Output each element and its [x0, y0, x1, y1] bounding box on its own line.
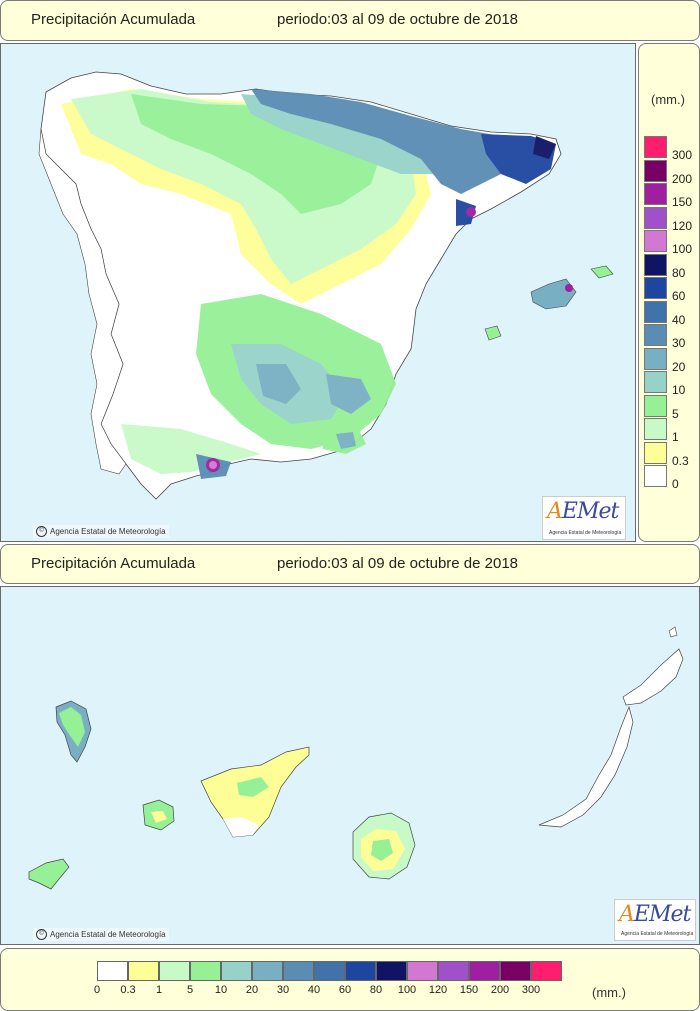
h-legend-swatch	[407, 961, 438, 981]
legend-swatch	[644, 206, 667, 229]
legend-swatch	[644, 324, 667, 346]
logo-wordmark-2: AEMet	[619, 902, 691, 927]
h-legend-label: 0.3	[120, 984, 136, 996]
h-legend-label: 0	[93, 984, 101, 996]
aemet-logo-bottom: AEMet Agencia Estatal de Meteorología	[614, 899, 696, 941]
legend-label: 150	[672, 195, 693, 209]
h-legend-label: 10	[214, 984, 228, 996]
map-title: Precipitación Acumulada	[31, 11, 196, 28]
logo-wordmark: AEMet	[547, 499, 619, 524]
legend-swatch	[644, 253, 667, 276]
h-legend-swatch	[469, 961, 500, 981]
legend-label: 40	[672, 312, 686, 327]
period-label-2: periodo:03 al 09 de octubre de 2018	[277, 555, 519, 572]
horizontal-legend-unit: (mm.)	[592, 985, 626, 1000]
h-legend-swatch	[376, 961, 407, 981]
legend-swatch	[644, 394, 667, 417]
legend-label: 300	[672, 148, 693, 162]
h-legend-label: 5	[186, 984, 194, 996]
h-legend-swatch	[531, 961, 562, 981]
mid-header: Precipitación Acumulada periodo:03 al 09…	[0, 544, 700, 584]
h-legend-label: 300	[521, 984, 541, 996]
canary-precip-svg	[28, 626, 684, 890]
top-header: Precipitación Acumulada periodo:03 al 09…	[0, 0, 700, 41]
copyright-bottom: © Agencia Estatal de Meteorología	[33, 928, 169, 941]
h-legend-label: 200	[490, 984, 510, 996]
h-legend-label: 20	[245, 984, 259, 996]
vertical-legend: (mm.) 0 0.3 1 5 10 20 30 40 60 80 100 120 150 200 300	[638, 43, 700, 542]
map-title-2: Precipitación Acumulada	[31, 555, 196, 572]
precip-fields	[61, 89, 556, 479]
legend-label: 80	[672, 265, 686, 280]
legend-label: 5	[672, 406, 679, 421]
legend-label: 0	[672, 477, 679, 491]
legend-swatch	[644, 277, 667, 299]
period-label: periodo:03 al 09 de octubre de 2018	[277, 11, 519, 28]
lanzarote-land	[622, 648, 684, 706]
h-legend-label: 100	[397, 984, 417, 996]
h-legend-label: 60	[338, 984, 352, 996]
legend-swatch	[644, 230, 667, 252]
legend-label: 30	[672, 336, 686, 350]
h-legend-swatch	[159, 961, 190, 981]
h-legend-swatch	[252, 961, 283, 981]
peninsula-precip-svg	[38, 71, 614, 500]
el-hierro-land	[28, 858, 70, 890]
h-legend-swatch	[190, 961, 221, 981]
legend-label: 0.3	[672, 453, 689, 468]
copyright-text-2: Agencia Estatal de Meteorología	[50, 930, 166, 939]
legend-swatch	[644, 371, 667, 393]
h-legend-label: 30	[276, 984, 290, 996]
fuerteventura-land	[538, 705, 634, 828]
h-legend-swatch	[283, 961, 314, 981]
la-graciosa-land	[668, 626, 678, 638]
legend-swatch	[644, 159, 667, 182]
legend-swatch	[644, 441, 667, 464]
h-legend-label: 40	[307, 984, 321, 996]
portugal-land	[38, 128, 127, 475]
h-legend-swatch	[345, 961, 376, 981]
canary-map: © Agencia Estatal de Meteorología AEMet …	[0, 586, 700, 945]
copyright-top: © Agencia Estatal de Meteorología	[33, 525, 169, 538]
legend-swatch	[644, 136, 667, 158]
h-legend-swatch	[500, 961, 531, 981]
peninsula-map: © Agencia Estatal de Meteorología AEMet …	[0, 43, 636, 542]
h-legend-label: 150	[459, 984, 479, 996]
legend-unit: (mm.)	[651, 92, 685, 107]
legend-label: 20	[672, 359, 686, 374]
legend-label: 10	[672, 383, 686, 397]
legend-label: 60	[672, 289, 686, 303]
legend-swatch	[644, 418, 667, 440]
legend-swatch	[644, 183, 667, 205]
legend-swatch	[644, 465, 667, 487]
ibiza-land	[484, 325, 502, 341]
logo-subtitle: Agencia Estatal de Meteorología	[549, 530, 622, 536]
h-legend-swatch	[128, 961, 159, 981]
mallorca-land	[530, 278, 577, 310]
h-legend-swatch	[438, 961, 469, 981]
menorca-land	[590, 265, 614, 279]
h-legend-label: 120	[428, 984, 448, 996]
copyright-icon-2: ©	[36, 929, 47, 940]
legend-swatch	[644, 300, 667, 323]
h-legend-label: 1	[155, 984, 163, 996]
legend-label: 120	[672, 218, 693, 233]
legend-swatch	[644, 347, 667, 370]
legend-label: 1	[672, 430, 679, 444]
legend-label: 200	[672, 171, 693, 186]
h-legend-swatch	[97, 961, 128, 981]
aemet-logo-top: AEMet Agencia Estatal de Meteorología	[542, 496, 626, 540]
copyright-icon: ©	[36, 526, 47, 537]
h-legend-swatch	[314, 961, 345, 981]
copyright-text: Agencia Estatal de Meteorología	[50, 527, 166, 536]
logo-subtitle-2: Agencia Estatal de Meteorología	[621, 931, 694, 937]
h-legend-swatch	[221, 961, 252, 981]
legend-label: 100	[672, 242, 693, 256]
h-legend-label: 80	[369, 984, 383, 996]
